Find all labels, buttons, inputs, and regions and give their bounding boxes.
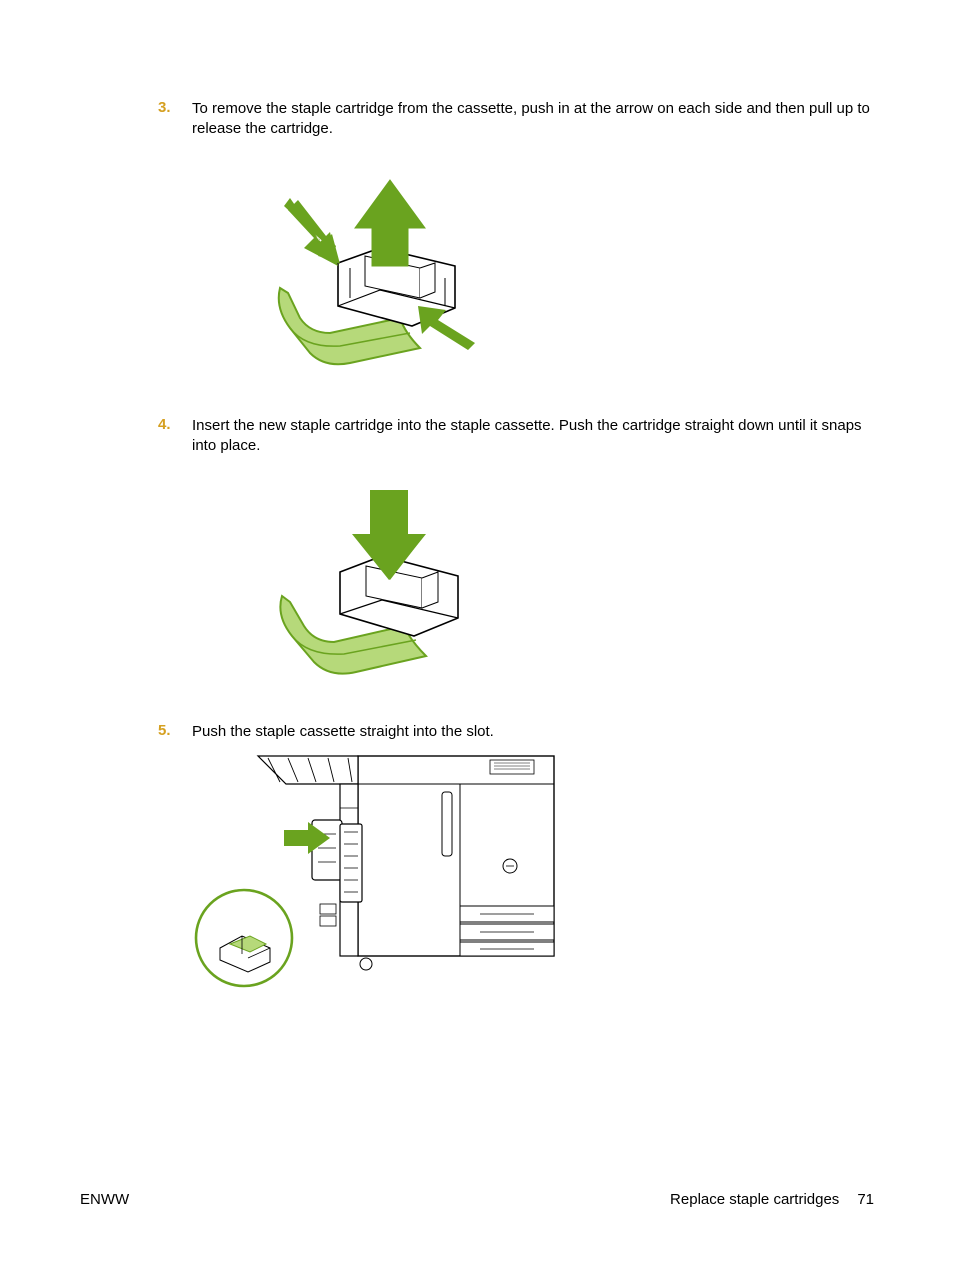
document-page: 3. To remove the staple cartridge from t… — [0, 0, 954, 1270]
step-5: 5. Push the staple cassette straight int… — [80, 722, 874, 742]
step-4: 4. Insert the new staple cartridge into … — [80, 416, 874, 457]
footer-right: Replace staple cartridges 71 — [670, 1191, 874, 1208]
step-text: Push the staple cassette straight into t… — [192, 722, 874, 742]
step-text: Insert the new staple cartridge into the… — [192, 416, 874, 457]
step-3: 3. To remove the staple cartridge from t… — [80, 99, 874, 140]
footer-left: ENWW — [80, 1191, 129, 1208]
step-number: 4. — [80, 416, 192, 433]
footer-section-title: Replace staple cartridges — [670, 1191, 839, 1208]
printer-insert-diagram — [190, 748, 558, 996]
figure-step-5 — [190, 748, 874, 996]
step-number: 5. — [80, 722, 192, 739]
step-text: To remove the staple cartridge from the … — [192, 99, 874, 140]
page-number: 71 — [857, 1191, 874, 1208]
figure-step-3 — [270, 168, 874, 378]
staple-remove-diagram — [270, 168, 500, 378]
step-number: 3. — [80, 99, 192, 116]
staple-insert-diagram — [270, 484, 500, 684]
figure-step-4 — [270, 484, 874, 684]
page-footer: ENWW Replace staple cartridges 71 — [80, 1191, 874, 1208]
